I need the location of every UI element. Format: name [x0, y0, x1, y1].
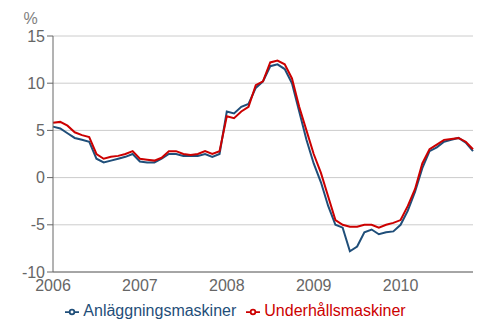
svg-text:15: 15	[27, 28, 45, 45]
svg-text:10: 10	[27, 75, 45, 92]
svg-text:%: %	[23, 10, 37, 27]
svg-text:2010: 2010	[383, 277, 419, 294]
svg-text:2008: 2008	[209, 277, 245, 294]
svg-text:-5: -5	[31, 216, 45, 233]
svg-text:2007: 2007	[122, 277, 158, 294]
svg-text:5: 5	[36, 122, 45, 139]
svg-text:-10: -10	[22, 264, 45, 281]
svg-text:2006: 2006	[35, 277, 71, 295]
svg-text:0: 0	[36, 169, 45, 186]
html-text:Anläggningsmaskiner: Anläggningsmaskiner	[83, 302, 237, 319]
html-text:Underhållsmaskiner: Underhållsmaskiner	[264, 302, 406, 319]
svg-text:2009: 2009	[296, 277, 332, 294]
